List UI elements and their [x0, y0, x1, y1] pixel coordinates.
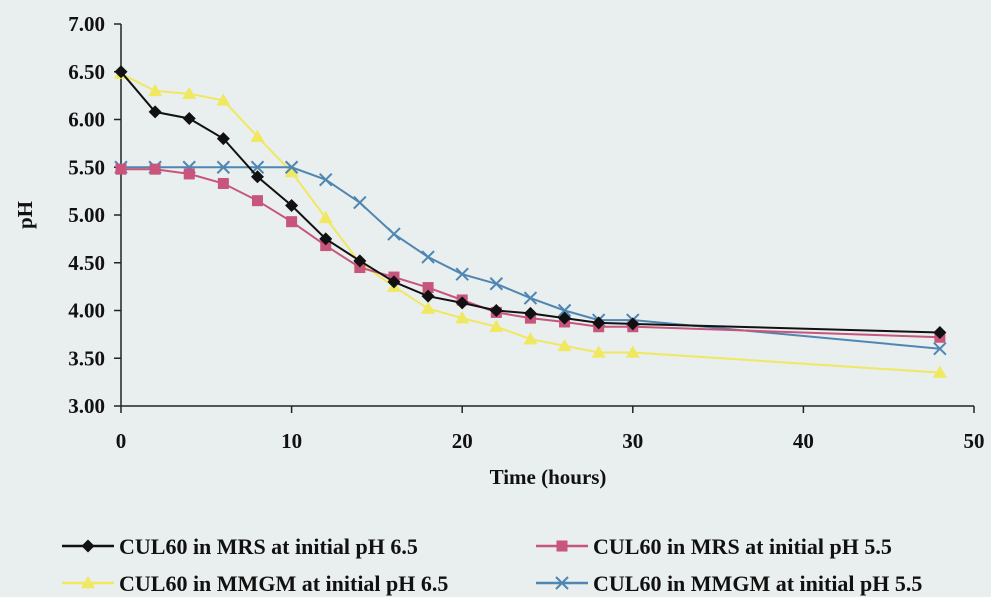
data-point [318, 210, 333, 224]
data-point [216, 132, 230, 146]
series-3 [114, 66, 947, 378]
data-point [455, 311, 470, 324]
x-tick-label: 10 [281, 429, 302, 453]
data-point [932, 365, 947, 378]
data-point [354, 262, 366, 274]
y-tick-label: 3.00 [68, 394, 105, 418]
legend-item: CUL60 in MRS at initial pH 5.5 [536, 534, 892, 559]
y-tick-label: 3.50 [68, 346, 105, 370]
data-point [285, 198, 299, 212]
y-tick-label: 4.00 [68, 299, 105, 323]
data-point [250, 170, 264, 184]
data-point [148, 105, 162, 119]
data-point [216, 93, 231, 106]
legend-marker [81, 539, 95, 553]
data-point [557, 338, 572, 352]
data-point [182, 112, 196, 126]
data-point [115, 163, 127, 175]
data-point [421, 289, 435, 303]
y-tick-label: 5.50 [68, 155, 105, 179]
data-point [421, 301, 436, 314]
data-point [353, 195, 367, 210]
series-4 [114, 160, 947, 356]
series-layer [114, 65, 947, 378]
data-point [284, 160, 299, 174]
data-point [286, 216, 298, 228]
legend-item: CUL60 in MRS at initial pH 6.5 [62, 534, 418, 559]
data-point [353, 254, 367, 268]
data-point [489, 304, 503, 317]
y-tick-label: 6.00 [68, 108, 105, 132]
plot-area: 3.00 3.50 4.00 4.50 5.00 5.50 6.00 6.50 7.00 0 10… [68, 12, 984, 453]
y-tick-label: 6.50 [68, 60, 105, 84]
legend-label: CUL60 in MRS at initial pH 6.5 [119, 534, 418, 559]
y-tick-label: 5.00 [68, 203, 105, 227]
legend-marker [555, 576, 569, 590]
x-tick-label: 0 [116, 429, 127, 453]
data-point [626, 317, 640, 331]
data-point [319, 232, 333, 246]
data-point [455, 267, 469, 281]
data-point [489, 319, 504, 332]
y-ticks: 3.00 3.50 4.00 4.50 5.00 5.50 6.00 6.50 7.00 [68, 12, 121, 418]
data-point [421, 250, 435, 264]
data-point [933, 325, 947, 339]
x-tick-label: 40 [793, 429, 814, 453]
legend-marker [81, 576, 95, 589]
data-point [182, 86, 197, 99]
x-tick-label: 30 [622, 429, 643, 453]
data-point [422, 282, 434, 294]
data-point [933, 341, 947, 356]
data-point [591, 345, 606, 358]
data-point [592, 316, 606, 330]
x-tick-label: 20 [452, 429, 473, 453]
legend: CUL60 in MRS at initial pH 6.5 CUL60 in M… [62, 534, 922, 596]
y-tick-label: 7.00 [68, 12, 105, 36]
data-point [455, 296, 469, 310]
data-point [387, 227, 401, 241]
data-point [284, 165, 299, 178]
y-axis-title: pH [13, 201, 37, 229]
data-point [625, 345, 640, 358]
x-ticks: 0 10 20 30 40 50 [116, 406, 985, 453]
data-point [251, 195, 263, 207]
data-point [114, 65, 128, 79]
data-point [319, 172, 333, 187]
data-point [387, 275, 401, 289]
legend-label: CUL60 in MMGM at initial pH 5.5 [593, 571, 922, 596]
data-point [148, 83, 163, 97]
legend-item: CUL60 in MMGM at initial pH 6.5 [62, 571, 448, 596]
data-point [558, 311, 572, 325]
data-point [320, 240, 332, 252]
x-axis-title: Time (hours) [490, 465, 607, 489]
x-tick-label: 50 [964, 429, 985, 453]
legend-label: CUL60 in MMGM at initial pH 6.5 [119, 571, 448, 596]
data-point [523, 306, 537, 320]
series-1 [114, 65, 947, 339]
data-point [183, 168, 195, 180]
data-point [217, 177, 229, 189]
series-line [120, 72, 940, 374]
data-point [557, 303, 572, 318]
data-point [250, 129, 265, 142]
data-point [489, 277, 504, 291]
data-point [149, 163, 161, 175]
legend-label: CUL60 in MRS at initial pH 5.5 [593, 534, 892, 559]
data-point [523, 332, 538, 345]
data-point [523, 291, 538, 305]
data-point [216, 160, 231, 174]
series-line [120, 71, 940, 334]
legend-marker [556, 540, 568, 552]
legend-item: CUL60 in MMGM at initial pH 5.5 [536, 571, 922, 596]
y-tick-label: 4.50 [68, 251, 105, 275]
